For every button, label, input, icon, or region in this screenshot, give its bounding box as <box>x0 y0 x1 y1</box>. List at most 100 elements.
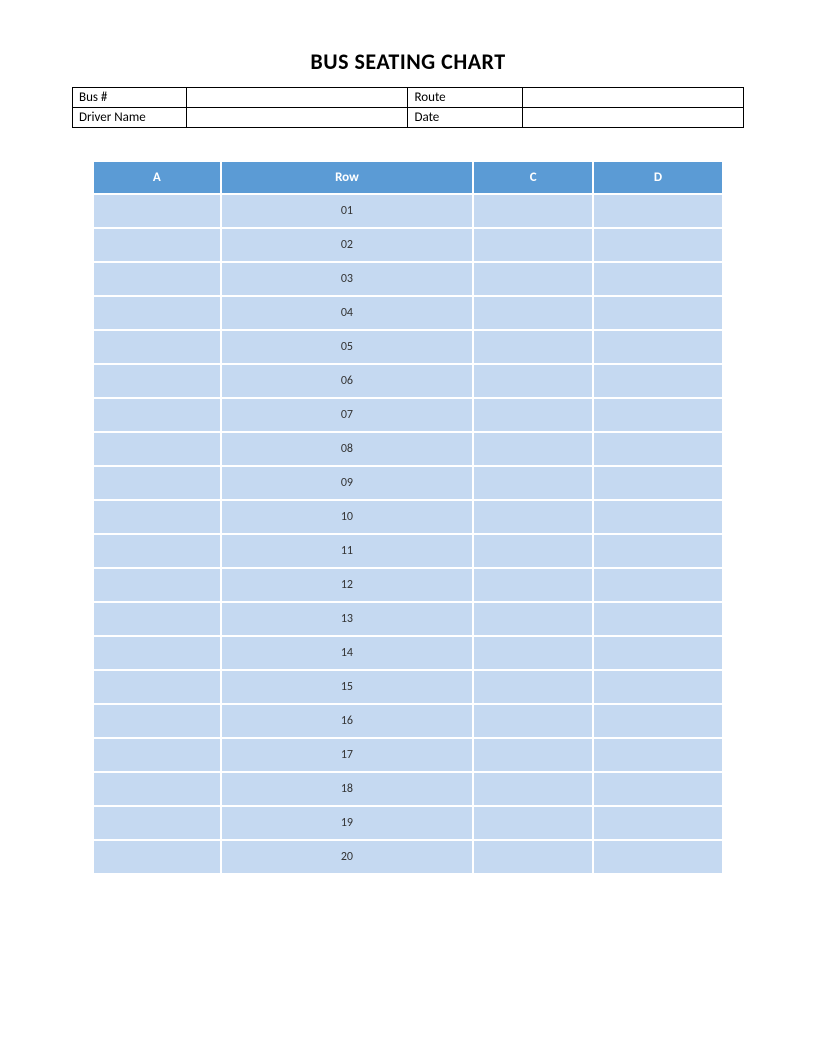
seating-cell-a[interactable] <box>94 569 220 601</box>
seating-cell-d[interactable] <box>594 467 722 499</box>
route-value[interactable] <box>522 88 743 108</box>
seating-row-number: 12 <box>222 569 473 601</box>
seating-cell-a[interactable] <box>94 603 220 635</box>
seating-row: 03 <box>94 263 722 295</box>
seating-cell-c[interactable] <box>474 739 592 771</box>
seating-row: 06 <box>94 365 722 397</box>
seating-wrapper: ARowCD 010203040506070809101112131415161… <box>72 160 744 875</box>
seating-row-number: 19 <box>222 807 473 839</box>
seating-row-number: 04 <box>222 297 473 329</box>
seating-header-cell: Row <box>222 162 473 193</box>
seating-row: 08 <box>94 433 722 465</box>
seating-cell-d[interactable] <box>594 637 722 669</box>
seating-cell-c[interactable] <box>474 365 592 397</box>
seating-cell-c[interactable] <box>474 263 592 295</box>
seating-cell-a[interactable] <box>94 365 220 397</box>
info-row: Driver Name Date <box>73 108 744 128</box>
seating-cell-c[interactable] <box>474 603 592 635</box>
seating-cell-a[interactable] <box>94 195 220 227</box>
seating-cell-a[interactable] <box>94 739 220 771</box>
seating-cell-c[interactable] <box>474 433 592 465</box>
seating-row-number: 13 <box>222 603 473 635</box>
seating-cell-c[interactable] <box>474 807 592 839</box>
seating-cell-c[interactable] <box>474 569 592 601</box>
seating-row: 11 <box>94 535 722 567</box>
seating-row: 14 <box>94 637 722 669</box>
seating-cell-a[interactable] <box>94 637 220 669</box>
seating-cell-d[interactable] <box>594 195 722 227</box>
seating-header-cell: C <box>474 162 592 193</box>
seating-cell-c[interactable] <box>474 331 592 363</box>
seating-cell-d[interactable] <box>594 603 722 635</box>
seating-header-cell: A <box>94 162 220 193</box>
seating-cell-d[interactable] <box>594 671 722 703</box>
seating-cell-a[interactable] <box>94 501 220 533</box>
route-label: Route <box>408 88 522 108</box>
seating-row-number: 05 <box>222 331 473 363</box>
seating-cell-d[interactable] <box>594 569 722 601</box>
seating-row: 05 <box>94 331 722 363</box>
seating-row: 09 <box>94 467 722 499</box>
seating-cell-c[interactable] <box>474 773 592 805</box>
seating-cell-c[interactable] <box>474 501 592 533</box>
seating-cell-d[interactable] <box>594 807 722 839</box>
seating-row: 07 <box>94 399 722 431</box>
page-title: BUS SEATING CHART <box>72 48 744 75</box>
seating-row-number: 14 <box>222 637 473 669</box>
seating-cell-a[interactable] <box>94 671 220 703</box>
seating-cell-a[interactable] <box>94 535 220 567</box>
seating-cell-c[interactable] <box>474 535 592 567</box>
seating-row-number: 09 <box>222 467 473 499</box>
seating-cell-d[interactable] <box>594 263 722 295</box>
seating-cell-d[interactable] <box>594 535 722 567</box>
seating-cell-d[interactable] <box>594 705 722 737</box>
seating-cell-c[interactable] <box>474 399 592 431</box>
seating-cell-d[interactable] <box>594 841 722 873</box>
seating-cell-c[interactable] <box>474 841 592 873</box>
bus-label: Bus # <box>73 88 187 108</box>
seating-cell-c[interactable] <box>474 467 592 499</box>
bus-value[interactable] <box>187 88 408 108</box>
seating-cell-a[interactable] <box>94 399 220 431</box>
seating-cell-d[interactable] <box>594 739 722 771</box>
seating-cell-d[interactable] <box>594 331 722 363</box>
seating-cell-d[interactable] <box>594 501 722 533</box>
seating-cell-c[interactable] <box>474 671 592 703</box>
date-label: Date <box>408 108 522 128</box>
seating-cell-d[interactable] <box>594 773 722 805</box>
seating-cell-a[interactable] <box>94 807 220 839</box>
seating-row-number: 06 <box>222 365 473 397</box>
seating-cell-c[interactable] <box>474 229 592 261</box>
seating-cell-d[interactable] <box>594 297 722 329</box>
seating-cell-c[interactable] <box>474 637 592 669</box>
seating-cell-a[interactable] <box>94 297 220 329</box>
seating-row: 20 <box>94 841 722 873</box>
seating-cell-d[interactable] <box>594 399 722 431</box>
seating-row-number: 15 <box>222 671 473 703</box>
seating-cell-a[interactable] <box>94 773 220 805</box>
seating-row-number: 16 <box>222 705 473 737</box>
seating-cell-a[interactable] <box>94 467 220 499</box>
seating-cell-a[interactable] <box>94 433 220 465</box>
seating-cell-a[interactable] <box>94 841 220 873</box>
seating-row-number: 08 <box>222 433 473 465</box>
seating-cell-a[interactable] <box>94 263 220 295</box>
seating-cell-a[interactable] <box>94 705 220 737</box>
seating-body: 0102030405060708091011121314151617181920 <box>94 195 722 873</box>
seating-cell-c[interactable] <box>474 297 592 329</box>
seating-cell-d[interactable] <box>594 229 722 261</box>
seating-cell-c[interactable] <box>474 195 592 227</box>
seating-row: 17 <box>94 739 722 771</box>
seating-row: 15 <box>94 671 722 703</box>
driver-value[interactable] <box>187 108 408 128</box>
seating-cell-a[interactable] <box>94 331 220 363</box>
seating-cell-d[interactable] <box>594 433 722 465</box>
seating-row: 19 <box>94 807 722 839</box>
seating-header-cell: D <box>594 162 722 193</box>
date-value[interactable] <box>522 108 743 128</box>
seating-row: 13 <box>94 603 722 635</box>
seating-cell-a[interactable] <box>94 229 220 261</box>
seating-cell-d[interactable] <box>594 365 722 397</box>
seating-table: ARowCD 010203040506070809101112131415161… <box>92 160 724 875</box>
seating-cell-c[interactable] <box>474 705 592 737</box>
